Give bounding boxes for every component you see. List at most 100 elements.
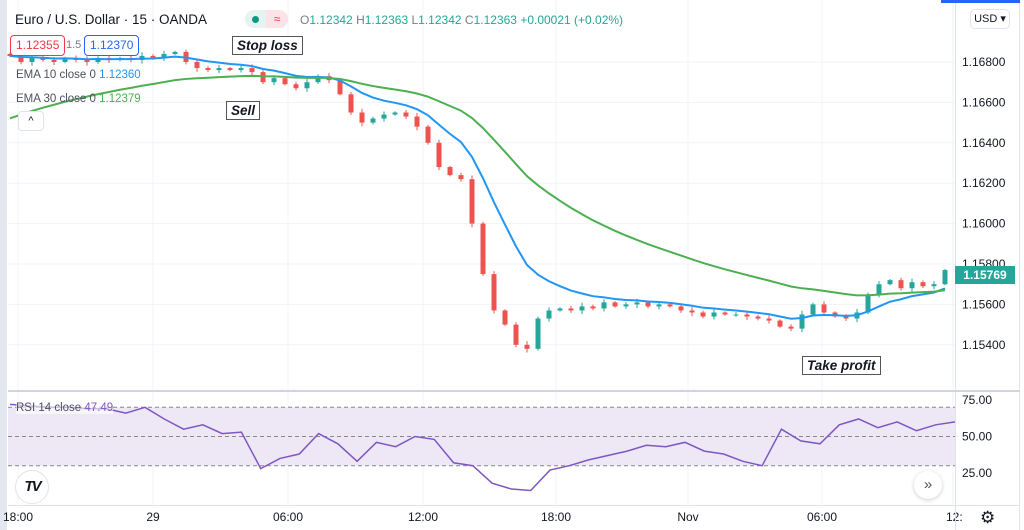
candle-body — [733, 314, 739, 316]
candle-body — [425, 126, 431, 143]
candle-body — [810, 304, 816, 315]
rsi-tick-label: 75.00 — [962, 393, 992, 407]
last-price-label: 1.15769 — [955, 266, 1015, 284]
candle-body — [722, 312, 728, 315]
symbol-title[interactable]: Euro / U.S. Dollar · 15 · OANDA — [15, 12, 208, 27]
candle-body — [161, 53, 167, 58]
candle-body — [678, 306, 684, 311]
candle-body — [304, 82, 310, 89]
candle-body — [942, 270, 948, 285]
candle-body — [656, 304, 662, 307]
price-tick-label: 1.16000 — [962, 217, 1006, 231]
candle-body — [568, 308, 574, 311]
ema30-value: 1.12379 — [99, 93, 141, 105]
candle-body — [700, 312, 706, 317]
sell-price-button[interactable]: 1.12355 — [10, 35, 66, 56]
ema30-label: EMA 30 close 0 — [16, 93, 96, 105]
candle-body — [755, 316, 761, 319]
time-tick-label: 18:00 — [541, 510, 571, 524]
time-tick-label: 12:00 — [408, 510, 438, 524]
candle-body — [348, 94, 354, 113]
candle-body — [557, 308, 563, 311]
scroll-to-realtime-button[interactable]: » — [914, 471, 942, 499]
candle-body — [601, 302, 607, 309]
tradingview-logo[interactable]: TV — [15, 470, 49, 504]
candle-body — [227, 68, 233, 71]
active-tab-indicator — [941, 0, 1020, 3]
rsi-legend[interactable]: RSI 14 close 47.49 — [16, 402, 114, 414]
candle-body — [612, 302, 618, 307]
stop-loss-annotation: Stop loss — [232, 36, 303, 55]
candle-body — [381, 114, 387, 119]
price-tick-label: 1.16600 — [962, 95, 1006, 109]
ema10-value: 1.12360 — [99, 69, 141, 81]
candle-body — [821, 304, 827, 313]
rsi-label: RSI 14 close — [16, 402, 82, 414]
rsi-tick-label: 50.00 — [962, 430, 992, 444]
candle-body — [623, 304, 629, 307]
candle-body — [766, 318, 772, 321]
price-tick-label: 1.15600 — [962, 297, 1006, 311]
market-open-dot-icon — [245, 10, 266, 28]
candle-body — [337, 80, 343, 95]
low-label: L — [411, 13, 419, 27]
candle-body — [744, 314, 750, 317]
open-label: O — [300, 13, 310, 27]
candle-body — [282, 78, 288, 85]
candle-body — [414, 116, 420, 127]
rsi-tick-label: 25.00 — [962, 466, 992, 480]
candle-body — [40, 57, 46, 60]
rsi-line — [9, 403, 956, 492]
candle-body — [535, 318, 541, 349]
candle-body — [667, 304, 673, 307]
candle-body — [645, 302, 651, 307]
candle-body — [788, 326, 794, 329]
sell-annotation: Sell — [226, 101, 261, 120]
candle-body — [62, 57, 68, 62]
rsi-value: 47.49 — [84, 402, 114, 414]
candle-body — [370, 118, 376, 123]
candle-body — [920, 282, 926, 287]
wave-icon: ≈ — [266, 10, 288, 28]
candle-body — [909, 282, 915, 289]
time-tick-label: 18:00 — [3, 510, 33, 524]
candle-body — [249, 68, 255, 73]
candle-body — [18, 55, 24, 62]
settings-gear-icon[interactable]: ⚙ — [980, 508, 996, 527]
candle-body — [480, 223, 486, 275]
price-tick-label: 1.16800 — [962, 55, 1006, 69]
close-label: C — [464, 13, 474, 27]
ohlc-readout: O1.12342 H1.12363 L1.12342 C1.12363 +0.0… — [300, 13, 623, 27]
close-value: 1.12363 — [473, 13, 517, 27]
candle-body — [271, 78, 277, 83]
candle-body — [359, 112, 365, 123]
ema10-legend[interactable]: EMA 10 close 0 1.12360 — [16, 69, 141, 81]
buy-price-button[interactable]: 1.12370 — [84, 35, 140, 56]
candle-body — [799, 314, 805, 329]
candle-body — [403, 112, 409, 117]
candle-body — [887, 280, 893, 285]
ema10-label: EMA 10 close 0 — [16, 69, 96, 81]
candle-body — [458, 175, 464, 180]
status-badge[interactable]: ≈ — [245, 10, 288, 28]
candle-body — [513, 324, 519, 345]
candle-body — [590, 306, 596, 309]
candle-body — [634, 302, 640, 305]
candle-body — [502, 310, 508, 325]
candle-body — [524, 344, 530, 349]
candle-body — [29, 57, 35, 62]
ema30-legend[interactable]: EMA 30 close 0 1.12379 — [16, 93, 141, 105]
candle-body — [491, 274, 497, 311]
candle-body — [216, 68, 222, 71]
currency-dropdown[interactable]: USD ▾ — [970, 9, 1010, 29]
candle-body — [194, 62, 200, 69]
candle-body — [711, 312, 717, 317]
collapse-legend-button[interactable]: ^ — [18, 111, 44, 131]
candle-body — [546, 310, 552, 319]
candle-body — [843, 316, 849, 319]
candle-body — [238, 68, 244, 71]
ema10-line — [9, 54, 946, 320]
time-tick-label: 06:00 — [807, 510, 837, 524]
time-tick-label: 06:00 — [273, 510, 303, 524]
